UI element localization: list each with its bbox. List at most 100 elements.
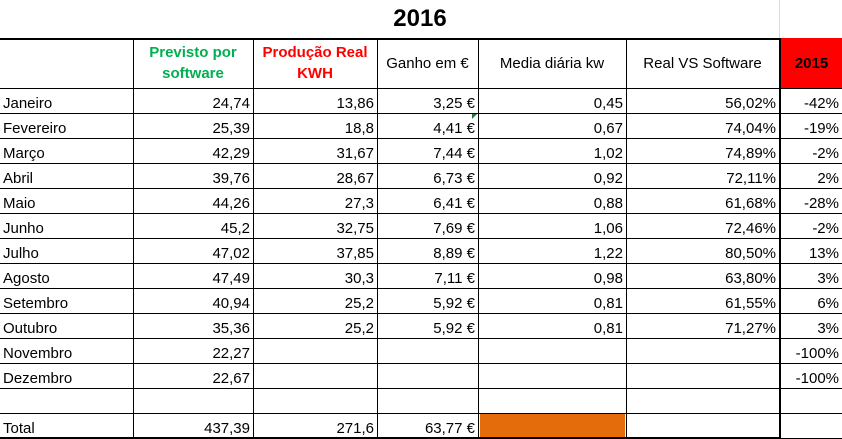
cell-media[interactable]: 1,06	[593, 220, 623, 237]
header-ganho[interactable]: Ganho em €	[386, 54, 469, 72]
cell-real_vs[interactable]: 63,80%	[725, 270, 776, 287]
cell-y2015[interactable]: 2%	[817, 170, 839, 187]
cell-previsto[interactable]: 47,49	[212, 270, 250, 287]
cell-previsto[interactable]: 24,74	[212, 95, 250, 112]
cell-producao[interactable]: 30,3	[344, 270, 374, 287]
cell-month[interactable]: Junho	[3, 220, 44, 237]
cell-month[interactable]: Janeiro	[3, 95, 53, 112]
cell-media[interactable]: 1,22	[593, 245, 623, 262]
cell-media[interactable]: 0,98	[593, 270, 623, 287]
cell-month[interactable]: Agosto	[3, 270, 50, 287]
cell-producao[interactable]: 18,8	[344, 120, 374, 137]
cell-ganho[interactable]: 6,41 €	[433, 195, 475, 212]
cell-y2015[interactable]: 3%	[817, 270, 839, 287]
cell-y2015[interactable]: -100%	[795, 370, 839, 387]
cell-month[interactable]: Novembro	[3, 345, 73, 362]
total-media-highlight[interactable]	[480, 414, 625, 437]
total-label[interactable]: Total	[3, 420, 35, 437]
cell-real_vs[interactable]: 61,68%	[725, 195, 776, 212]
cell-media[interactable]	[478, 363, 626, 388]
cell-previsto[interactable]: 25,39	[212, 120, 250, 137]
header-previsto[interactable]: Previsto por software	[149, 44, 237, 82]
cell-ganho[interactable]: 3,25 €	[433, 95, 475, 112]
total-producao[interactable]: 271,6	[336, 420, 374, 437]
cell-month[interactable]: Maio	[3, 195, 36, 212]
cell-previsto[interactable]: 35,36	[212, 320, 250, 337]
border-col	[626, 38, 627, 438]
cell-y2015[interactable]: -100%	[795, 345, 839, 362]
border-row	[0, 363, 842, 364]
cell-media[interactable]: 0,45	[593, 95, 623, 112]
cell-real_vs[interactable]: 80,50%	[725, 245, 776, 262]
cell-media[interactable]: 0,92	[593, 170, 623, 187]
cell-y2015[interactable]: 6%	[817, 295, 839, 312]
cell-ganho[interactable]: 5,92 €	[433, 320, 475, 337]
cell-previsto[interactable]: 22,67	[212, 370, 250, 387]
border-col	[377, 38, 378, 438]
cell-media[interactable]: 0,88	[593, 195, 623, 212]
cell-producao[interactable]	[253, 363, 377, 388]
cell-previsto[interactable]: 22,27	[212, 345, 250, 362]
cell-ganho[interactable]: 4,41 €	[433, 120, 475, 137]
cell-real_vs[interactable]: 71,27%	[725, 320, 776, 337]
cell-ganho[interactable]: 7,11 €	[434, 270, 475, 287]
cell-month[interactable]: Fevereiro	[3, 120, 67, 137]
cell-y2015[interactable]: -2%	[812, 220, 839, 237]
header-2015[interactable]: 2015	[781, 38, 842, 88]
cell-real_vs[interactable]	[626, 363, 779, 388]
cell-media[interactable]: 0,81	[593, 320, 623, 337]
cell-producao[interactable]	[253, 338, 377, 363]
cell-previsto[interactable]: 45,2	[220, 220, 250, 237]
cell-ganho[interactable]: 7,69 €	[433, 220, 475, 237]
cell-y2015[interactable]: -42%	[803, 95, 839, 112]
cell-month[interactable]: Dezembro	[3, 370, 73, 387]
cell-month[interactable]: Setembro	[3, 295, 69, 312]
cell-media[interactable]	[478, 338, 626, 363]
cell-real_vs[interactable]: 72,46%	[725, 220, 776, 237]
cell-previsto[interactable]: 39,76	[212, 170, 250, 187]
cell-y2015[interactable]: -28%	[803, 195, 839, 212]
header-media[interactable]: Media diária kw	[499, 54, 605, 72]
border-row	[0, 188, 842, 189]
cell-producao[interactable]: 31,67	[336, 145, 374, 162]
cell-producao[interactable]: 25,2	[344, 320, 374, 337]
cell-real_vs[interactable]: 56,02%	[725, 95, 776, 112]
cell-media[interactable]: 0,81	[593, 295, 623, 312]
cell-y2015[interactable]: -19%	[803, 120, 839, 137]
header-producao[interactable]: Produção Real KWH	[262, 44, 368, 82]
cell-previsto[interactable]: 40,94	[212, 295, 250, 312]
cell-ganho[interactable]: 6,73 €	[433, 170, 475, 187]
cell-producao[interactable]: 25,2	[344, 295, 374, 312]
cell-ganho[interactable]	[377, 338, 478, 363]
cell-previsto[interactable]: 44,26	[212, 195, 250, 212]
cell-y2015[interactable]: -2%	[812, 145, 839, 162]
cell-y2015[interactable]: 3%	[817, 320, 839, 337]
cell-media[interactable]: 0,67	[593, 120, 623, 137]
cell-ganho[interactable]	[377, 363, 478, 388]
cell-ganho[interactable]: 8,89 €	[433, 245, 475, 262]
cell-month[interactable]: Abril	[3, 170, 34, 187]
cell-month[interactable]: Julho	[3, 245, 39, 262]
cell-month[interactable]: Outubro	[3, 320, 58, 337]
total-ganho[interactable]: 63,77 €	[424, 420, 475, 437]
cell-previsto[interactable]: 47,02	[212, 245, 250, 262]
cell-ganho[interactable]: 7,44 €	[433, 145, 475, 162]
cell-real_vs[interactable]	[626, 338, 779, 363]
cell-y2015[interactable]: 13%	[808, 245, 839, 262]
cell-month[interactable]: Março	[3, 145, 45, 162]
cell-producao[interactable]: 28,67	[336, 170, 374, 187]
cell-media[interactable]: 1,02	[593, 145, 623, 162]
cell-producao[interactable]: 27,3	[344, 195, 374, 212]
header-real-vs-software[interactable]: Real VS Software	[643, 54, 762, 72]
cell-real_vs[interactable]: 74,04%	[725, 120, 776, 137]
cell-real_vs[interactable]: 61,55%	[725, 295, 776, 312]
cell-ganho[interactable]: 5,92 €	[433, 295, 475, 312]
total-previsto[interactable]: 437,39	[204, 420, 250, 437]
cell-producao[interactable]: 37,85	[336, 245, 374, 262]
cell-producao[interactable]: 32,75	[336, 220, 374, 237]
cell-previsto[interactable]: 42,29	[212, 145, 250, 162]
cell-real_vs[interactable]: 72,11%	[726, 170, 776, 187]
cell-real_vs[interactable]: 74,89%	[725, 145, 776, 162]
cell-producao[interactable]: 13,86	[336, 95, 374, 112]
gridline-right	[779, 0, 780, 38]
